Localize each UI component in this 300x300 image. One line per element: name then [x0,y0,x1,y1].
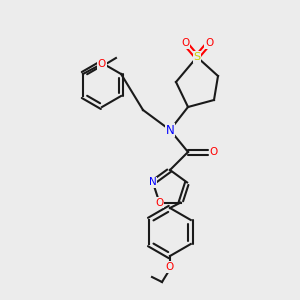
Text: N: N [149,177,157,188]
Text: N: N [166,124,174,136]
Text: S: S [194,52,201,62]
Text: O: O [166,262,174,272]
Text: O: O [98,59,106,69]
Text: O: O [155,198,164,208]
Text: O: O [210,147,218,157]
Text: O: O [205,38,213,48]
Text: O: O [181,38,189,48]
